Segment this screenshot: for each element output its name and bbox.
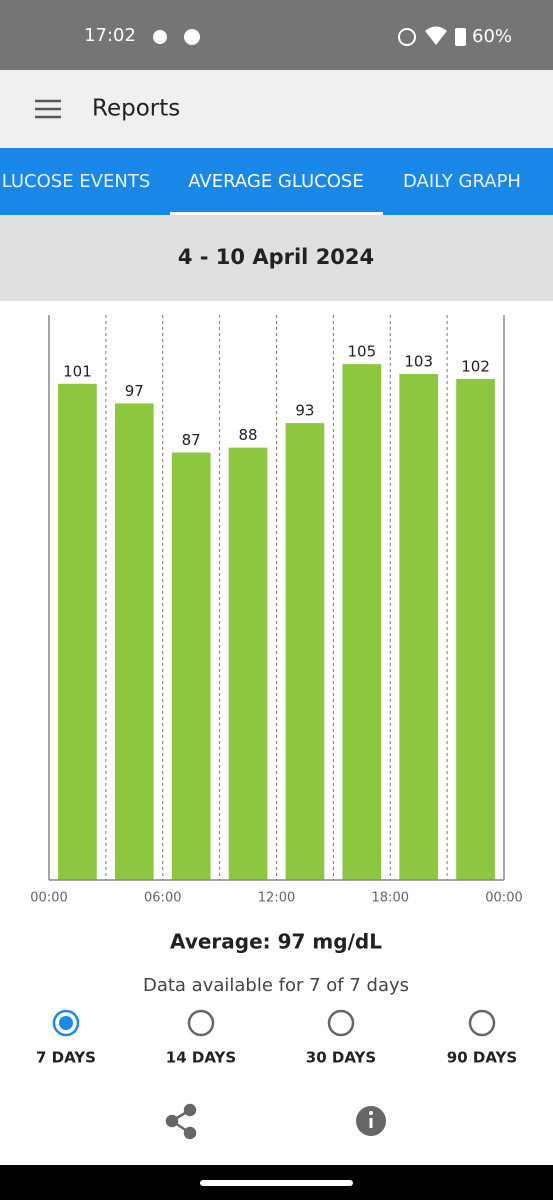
tab[interactable]: AVERAGE GLUCOSE xyxy=(188,171,363,192)
value-label: 105 xyxy=(347,343,376,361)
app-bar xyxy=(0,70,553,148)
radio-button[interactable] xyxy=(327,1009,355,1037)
availability: Data available for 7 of 7 days xyxy=(143,975,409,996)
bar xyxy=(342,364,382,880)
app-title: Reports xyxy=(92,96,180,122)
bar xyxy=(58,383,97,880)
x-tick-label: 06:00 xyxy=(144,891,181,906)
clock: 17:02 xyxy=(84,25,136,46)
home-indicator[interactable] xyxy=(200,1180,353,1186)
bar xyxy=(228,447,268,880)
value-label: 102 xyxy=(461,357,490,375)
date-range: 4 - 10 April 2024 xyxy=(178,245,374,269)
notification-icon xyxy=(153,30,167,44)
status-bar xyxy=(0,0,553,70)
battery-icon xyxy=(455,28,466,46)
battery-level: 60% xyxy=(472,26,512,47)
x-tick-label: 12:00 xyxy=(258,891,295,906)
x-tick-label: 18:00 xyxy=(372,891,409,906)
range-option-label[interactable]: 7 DAYS xyxy=(36,1049,96,1067)
radio-button[interactable] xyxy=(187,1009,215,1037)
tab-indicator xyxy=(170,212,383,215)
info-button[interactable] xyxy=(356,1106,386,1136)
x-tick-label: 00:00 xyxy=(30,891,67,906)
bar xyxy=(114,403,154,880)
value-label: 97 xyxy=(125,382,144,400)
range-option-label[interactable]: 14 DAYS xyxy=(166,1049,236,1067)
value-label: 87 xyxy=(182,431,201,449)
value-label: 88 xyxy=(239,426,258,444)
wifi-icon xyxy=(425,26,447,45)
notification-icon xyxy=(184,29,200,45)
tab[interactable]: LUCOSE EVENTS xyxy=(2,171,151,192)
radio-button[interactable] xyxy=(468,1009,496,1037)
tab[interactable]: DAILY GRAPH xyxy=(403,171,521,192)
share-button[interactable] xyxy=(165,1103,197,1140)
menu-button[interactable] xyxy=(35,99,61,119)
range-option-label[interactable]: 90 DAYS xyxy=(447,1049,517,1067)
tab-bar xyxy=(0,148,553,215)
bar xyxy=(171,452,211,880)
range-option-label[interactable]: 30 DAYS xyxy=(306,1049,376,1067)
bar xyxy=(456,378,495,880)
average: Average: 97 mg/dL xyxy=(170,930,382,954)
dnd-icon xyxy=(398,28,416,46)
bar xyxy=(399,373,439,880)
value-label: 101 xyxy=(63,362,92,380)
bar xyxy=(285,423,325,880)
value-label: 93 xyxy=(295,402,314,420)
radio-dot xyxy=(59,1016,73,1030)
radio-button[interactable] xyxy=(52,1009,80,1037)
value-label: 103 xyxy=(404,352,433,370)
x-tick-label: 00:00 xyxy=(485,891,522,906)
date-header xyxy=(0,215,553,301)
